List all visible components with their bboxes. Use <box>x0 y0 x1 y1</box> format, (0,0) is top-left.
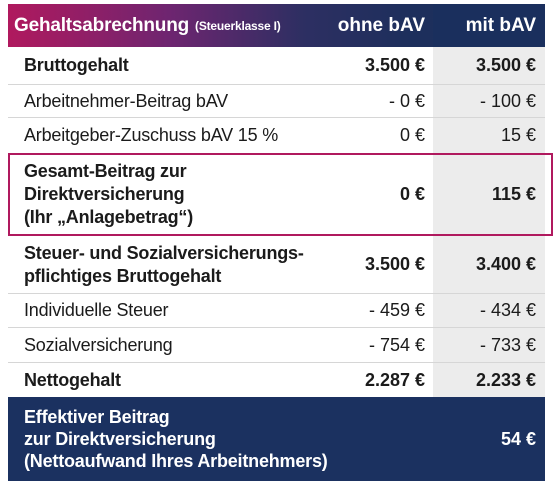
header-title-cell: Gehaltsabrechnung (Steuerklasse I) <box>8 4 321 47</box>
effective-contribution-footer: Effektiver Beitrag zur Direktversicherun… <box>8 397 545 481</box>
table-title: Gehaltsabrechnung <box>14 15 190 36</box>
row-employee-contribution: Arbeitnehmer-Beitrag bAV - 0 € - 100 € <box>8 85 545 118</box>
column-header-with-bav: mit bAV <box>433 4 545 47</box>
row-total-contribution: Gesamt-Beitrag zur Direktversicherung (I… <box>8 153 545 236</box>
row-net-salary: Nettogehalt 2.287 € 2.233 € <box>8 363 545 397</box>
row-label: Gesamt-Beitrag zur Direktversicherung (I… <box>8 153 321 236</box>
footer-label-line: Effektiver Beitrag <box>24 407 170 427</box>
row-label: Arbeitgeber-Zuschuss bAV 15 % <box>24 125 278 145</box>
value-without-bav: - 754 € <box>368 334 425 355</box>
value-without-bav: 2.287 € <box>364 369 425 390</box>
row-taxable-gross: Steuer- und Sozialversicherungs- pflicht… <box>8 236 545 294</box>
row-social-insurance: Sozialversicherung - 754 € - 733 € <box>8 328 545 363</box>
value-with-bav: 15 € <box>433 118 545 153</box>
row-label: Sozialversicherung <box>24 334 173 355</box>
value-with-bav: 3.500 € <box>433 47 545 84</box>
row-employer-subsidy: Arbeitgeber-Zuschuss bAV 15 % 0 € 15 € <box>8 118 545 153</box>
value-without-bav: 3.500 € <box>364 55 425 75</box>
footer-label-line: zur Direktversicherung <box>24 429 216 449</box>
value-with-bav: - 434 € <box>433 294 545 327</box>
row-label: Arbeitnehmer-Beitrag bAV <box>24 90 228 111</box>
column-header-without-bav: ohne bAV <box>337 14 425 36</box>
row-label: Steuer- und Sozialversicherungs- pflicht… <box>8 236 321 293</box>
value-with-bav: - 100 € <box>433 85 545 117</box>
row-label: Bruttogehalt <box>24 55 129 75</box>
row-label-line: Steuer- und Sozialversicherungs- <box>24 242 304 263</box>
row-label-line: Gesamt-Beitrag zur <box>24 161 187 181</box>
effective-contribution-value: 54 € <box>500 428 536 449</box>
value-with-bav: 115 € <box>433 153 545 236</box>
value-without-bav: - 0 € <box>388 90 425 111</box>
value-without-bav: 0 € <box>399 184 425 204</box>
value-with-bav: - 733 € <box>433 328 545 362</box>
table-subtitle: (Steuerklasse I) <box>195 19 281 33</box>
value-with-bav: 3.400 € <box>433 236 545 293</box>
value-without-bav: 0 € <box>399 125 425 145</box>
value-without-bav: 3.500 € <box>364 254 425 274</box>
value-without-bav: - 459 € <box>368 300 425 320</box>
footer-label-line: (Nettoaufwand Ihres Arbeitnehmers) <box>24 451 328 471</box>
row-label-line: Direktversicherung <box>24 184 185 204</box>
row-label: Nettogehalt <box>24 369 121 390</box>
row-label: Individuelle Steuer <box>24 300 169 320</box>
row-label-line: (Ihr „Anlagebetrag“) <box>24 207 194 227</box>
value-with-bav: 2.233 € <box>433 363 545 397</box>
row-label-line: pflichtiges Bruttogehalt <box>24 265 222 286</box>
table-header: Gehaltsabrechnung (Steuerklasse I) ohne … <box>8 4 545 47</box>
row-income-tax: Individuelle Steuer - 459 € - 434 € <box>8 294 545 328</box>
footer-label: Effektiver Beitrag zur Direktversicherun… <box>8 397 433 481</box>
row-gross-salary: Bruttogehalt 3.500 € 3.500 € <box>8 47 545 85</box>
